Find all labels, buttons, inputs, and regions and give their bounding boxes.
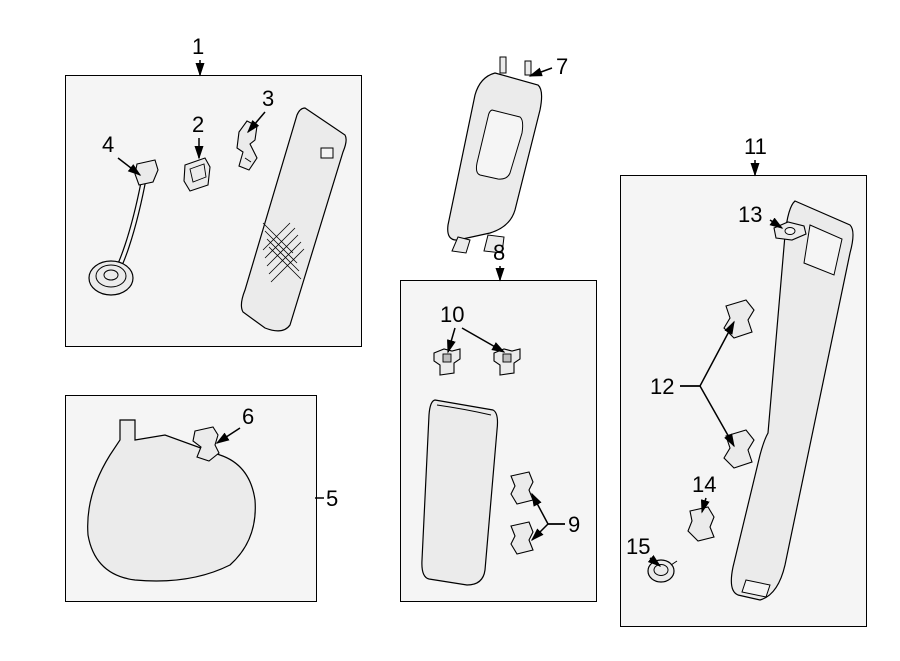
callout-label-1: 1 (192, 34, 204, 60)
callout-label-5: 5 (326, 486, 338, 512)
callout-arrows (0, 0, 900, 661)
callout-label-11: 11 (744, 134, 767, 160)
callout-label-12: 12 (650, 374, 674, 400)
diagram-stage: 1 2 3 4 5 6 7 8 9 10 11 12 13 14 15 (0, 0, 900, 661)
callout-label-9: 9 (568, 512, 580, 538)
callout-label-2: 2 (192, 112, 204, 138)
callout-label-3: 3 (262, 86, 274, 112)
callout-label-6: 6 (242, 404, 254, 430)
callout-label-13: 13 (738, 202, 762, 228)
callout-label-14: 14 (692, 472, 716, 498)
callout-label-10: 10 (440, 302, 464, 328)
callout-label-4: 4 (102, 132, 114, 158)
callout-label-8: 8 (493, 240, 505, 266)
callout-label-7: 7 (556, 54, 568, 80)
callout-label-15: 15 (626, 534, 650, 560)
